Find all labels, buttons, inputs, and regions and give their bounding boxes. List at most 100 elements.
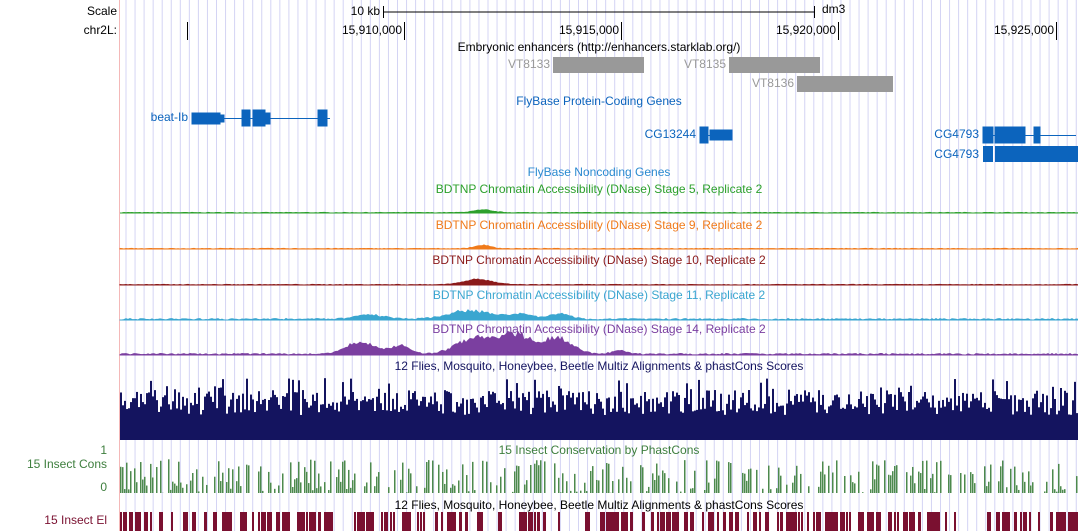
- element-bar: [906, 512, 908, 531]
- multiz-bar: [960, 411, 962, 440]
- phastcons-bar: [374, 486, 376, 493]
- phastcons-bar: [350, 487, 352, 493]
- element-bar: [264, 512, 266, 531]
- multiz-bar: [924, 392, 926, 440]
- phastcons-bar: [874, 479, 876, 493]
- gene-model[interactable]: [191, 109, 330, 127]
- multiz-bar: [928, 402, 930, 440]
- multiz-bar: [1022, 398, 1024, 440]
- gene-model[interactable]: [982, 126, 1076, 144]
- phastcons-bar: [668, 478, 670, 493]
- enhancer-label[interactable]: VT8136: [752, 76, 794, 90]
- phastcons-bar: [654, 479, 656, 493]
- multiz-bar: [904, 401, 906, 440]
- phastcons-bar: [768, 465, 770, 493]
- phastcons-bar: [664, 473, 666, 493]
- enhancer-box[interactable]: [553, 57, 644, 73]
- multiz-bar: [132, 398, 134, 440]
- element-bar: [1071, 512, 1074, 531]
- multiz-bar: [446, 391, 448, 440]
- multiz-bar: [272, 390, 274, 440]
- element-bar: [828, 512, 832, 531]
- phastcons-bar: [990, 464, 992, 493]
- multiz-bar: [834, 395, 836, 440]
- multiz-bar: [282, 396, 284, 440]
- multiz-bar: [988, 407, 990, 440]
- multiz-bar: [582, 392, 584, 440]
- enhancer-box[interactable]: [729, 57, 820, 73]
- element-bar: [282, 512, 286, 531]
- element-bar: [330, 512, 333, 531]
- multiz-bar: [420, 401, 422, 440]
- multiz-bar: [398, 411, 400, 440]
- phastcons-bar: [298, 461, 300, 493]
- multiz-signal: [120, 378, 1078, 440]
- multiz-bar: [210, 396, 212, 440]
- multiz-bar: [554, 404, 556, 440]
- gene-label[interactable]: beat-Ib: [151, 110, 189, 124]
- element-bar: [129, 512, 133, 531]
- phastcons-bar: [612, 481, 614, 493]
- multiz-bar: [432, 404, 434, 440]
- multiz-bar: [568, 391, 570, 440]
- multiz-bar: [1052, 386, 1054, 440]
- element-bar: [711, 512, 714, 531]
- enhancer-box[interactable]: [797, 76, 893, 92]
- multiz-bar: [784, 414, 786, 440]
- gene-model[interactable]: [699, 126, 733, 144]
- multiz-bar: [978, 400, 980, 440]
- multiz-bar: [334, 409, 336, 440]
- phastcons-bar: [1018, 489, 1020, 493]
- phastcons-bar: [704, 490, 706, 493]
- multiz-bar: [640, 395, 642, 440]
- multiz-bar: [320, 404, 322, 440]
- element-bar: [690, 512, 694, 531]
- multiz-bar: [170, 409, 172, 440]
- enhancer-label[interactable]: VT8133: [508, 57, 550, 71]
- multiz-bar: [302, 390, 304, 440]
- scale-label: Scale: [87, 4, 117, 18]
- multiz-bar: [524, 397, 526, 440]
- phastcons-bar: [818, 486, 820, 493]
- gene-model[interactable]: [983, 146, 1078, 162]
- phastcons-bar: [338, 469, 340, 493]
- element-bar: [417, 512, 419, 531]
- multiz-bar: [566, 395, 568, 440]
- phastcons-bar: [586, 491, 588, 493]
- phastcons-bar: [934, 492, 936, 493]
- side-label[interactable]: 15 Insect El: [44, 513, 107, 527]
- multiz-bar: [950, 398, 952, 440]
- phastcons-bar: [504, 468, 506, 493]
- multiz-bar: [708, 390, 710, 440]
- multiz-bar: [910, 385, 912, 440]
- multiz-bar: [730, 409, 732, 440]
- element-bar: [138, 512, 141, 531]
- multiz-bar: [332, 402, 334, 440]
- multiz-bar: [792, 404, 794, 440]
- phastcons-bar: [144, 476, 146, 493]
- multiz-bar: [310, 405, 312, 440]
- multiz-bar: [172, 401, 174, 440]
- multiz-bar: [380, 403, 382, 440]
- element-bar: [909, 512, 913, 531]
- multiz-bar: [974, 398, 976, 440]
- multiz-bar: [520, 410, 522, 440]
- multiz-bar: [626, 383, 628, 440]
- gene-label[interactable]: CG4793: [934, 127, 979, 141]
- element-bar: [894, 512, 896, 531]
- multiz-bar: [596, 393, 598, 440]
- element-bar: [240, 512, 244, 531]
- multiz-bar: [522, 393, 524, 440]
- phastcons-bar: [960, 473, 962, 493]
- enhancer-label[interactable]: VT8135: [684, 57, 726, 71]
- phastcons-bar: [922, 460, 924, 493]
- multiz-bar: [686, 383, 688, 440]
- multiz-bar: [1076, 413, 1078, 440]
- phastcons-bar: [538, 465, 540, 493]
- multiz-bar: [164, 395, 166, 440]
- phastcons-bar: [544, 461, 546, 493]
- gene-label[interactable]: CG13244: [645, 127, 697, 141]
- side-label[interactable]: 15 Insect Cons: [27, 457, 107, 471]
- multiz-bar: [574, 404, 576, 440]
- gene-label[interactable]: CG4793: [934, 147, 979, 161]
